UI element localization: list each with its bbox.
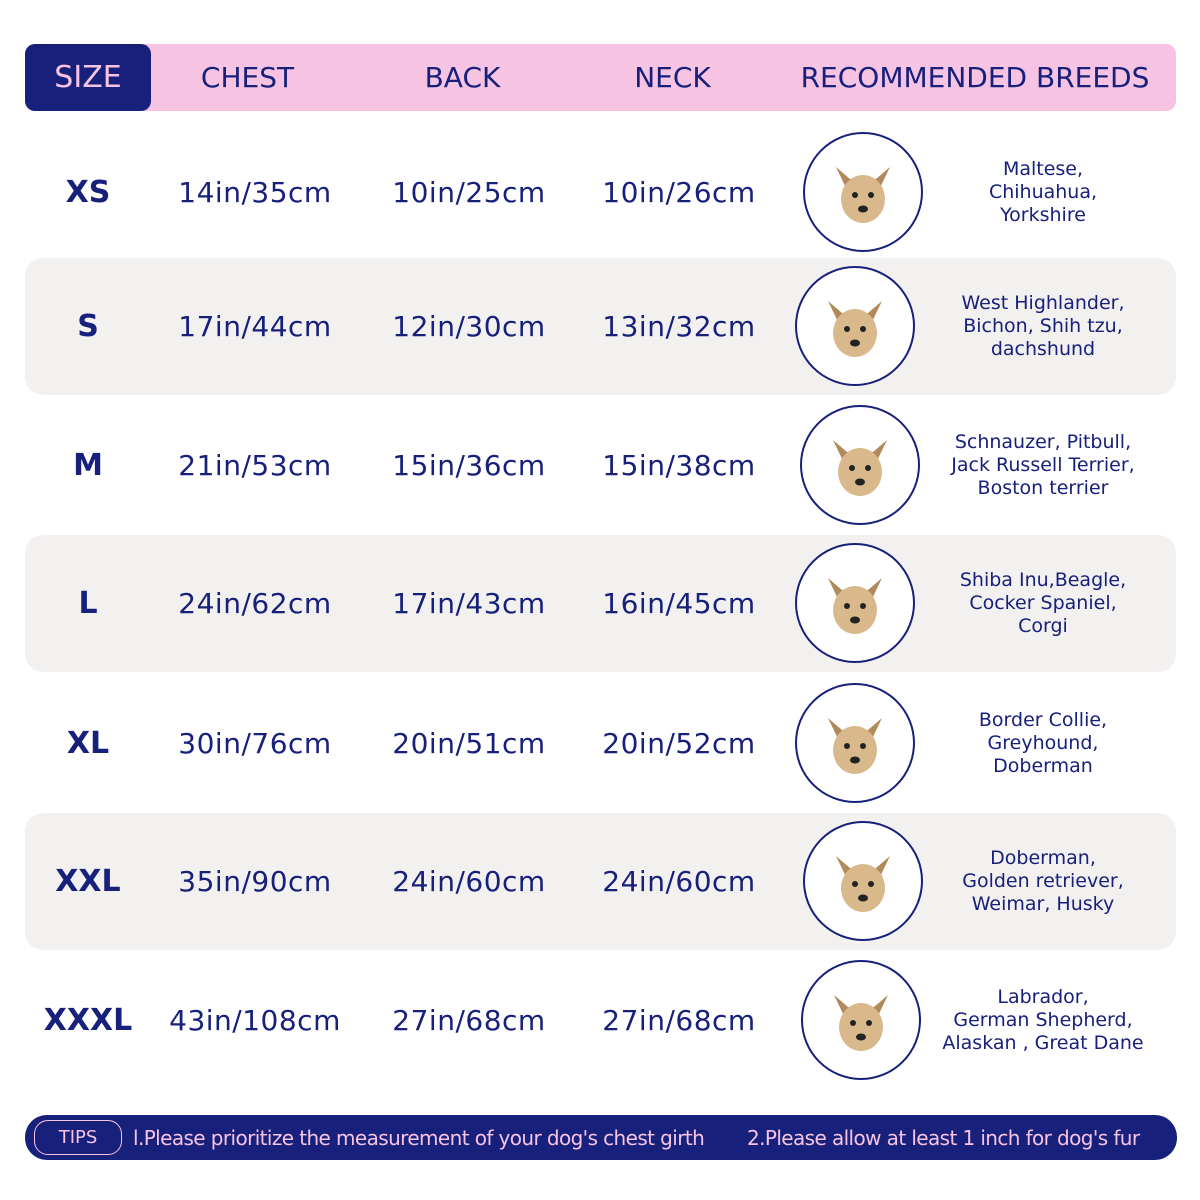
back-value: 10in/25cm — [392, 176, 546, 209]
back-value: 17in/43cm — [392, 587, 546, 620]
size-row-xl: XL 30in/76cm 20in/51cm 20in/52cm Border … — [25, 675, 1176, 812]
recommended-breeds: Border Collie, Greyhound, Doberman — [978, 709, 1108, 777]
size-row-xxxl: XXXL 43in/108cm 27in/68cm 27in/68cm Labr… — [25, 952, 1176, 1089]
recommended-breeds: Maltese, Chihuahua, Yorkshire — [988, 158, 1098, 226]
back-value: 24in/60cm — [392, 865, 546, 898]
chest-value: 43in/108cm — [169, 1004, 341, 1037]
dog-face-icon — [828, 578, 882, 634]
size-label: M — [73, 448, 103, 483]
neck-value: 15in/38cm — [602, 449, 756, 482]
recommended-breeds: Labrador, German Shepherd, Alaskan , Gre… — [942, 986, 1144, 1054]
tips-badge: TIPS — [34, 1120, 122, 1155]
size-label: S — [77, 309, 99, 344]
header-bar: SIZE CHEST BACK NECK RECOMMENDED BREEDS — [25, 44, 1176, 111]
border-collie-photo — [795, 683, 915, 803]
size-label: XS — [65, 175, 111, 210]
tips-bar: TIPS l.Please prioritize the measurement… — [25, 1115, 1177, 1160]
golden-retriever-photo — [803, 821, 923, 941]
size-label: XXL — [55, 864, 121, 899]
neck-value: 24in/60cm — [602, 865, 756, 898]
chest-value: 24in/62cm — [178, 587, 332, 620]
back-value: 12in/30cm — [392, 310, 546, 343]
dog-face-icon — [836, 856, 890, 912]
header-breeds: RECOMMENDED BREEDS — [800, 61, 1150, 94]
great-dane-photo — [801, 960, 921, 1080]
size-row-xs: XS 14in/35cm 10in/25cm 10in/26cm Maltese… — [25, 124, 1176, 261]
size-row-xxl: XXL 35in/90cm 24in/60cm 24in/60cm Doberm… — [25, 813, 1176, 950]
tip-2: 2.Please allow at least 1 inch for dog's… — [747, 1125, 1140, 1150]
size-label: XXXL — [43, 1003, 133, 1038]
recommended-breeds: West Highlander, Bichon, Shih tzu, dachs… — [961, 292, 1125, 360]
back-value: 27in/68cm — [392, 1004, 546, 1037]
dog-face-icon — [836, 167, 890, 223]
neck-value: 16in/45cm — [602, 587, 756, 620]
neck-value: 10in/26cm — [602, 176, 756, 209]
header-neck: NECK — [634, 61, 711, 94]
neck-value: 20in/52cm — [602, 727, 756, 760]
boston-terrier-photo — [800, 405, 920, 525]
chihuahua-photo — [803, 132, 923, 252]
size-row-m: M 21in/53cm 15in/36cm 15in/38cm Schnauze… — [25, 397, 1176, 534]
size-row-l: L 24in/62cm 17in/43cm 16in/45cm Shiba In… — [25, 535, 1176, 672]
chest-value: 30in/76cm — [178, 727, 332, 760]
chest-value: 14in/35cm — [178, 176, 332, 209]
dog-face-icon — [828, 718, 882, 774]
recommended-breeds: Doberman, Golden retriever, Weimar, Husk… — [962, 847, 1124, 915]
size-row-s: S 17in/44cm 12in/30cm 13in/32cm West Hig… — [25, 258, 1176, 395]
tip-1: l.Please prioritize the measurement of y… — [133, 1125, 705, 1150]
dog-face-icon — [828, 301, 882, 357]
size-label: XL — [66, 726, 110, 761]
neck-value: 13in/32cm — [602, 310, 756, 343]
chest-value: 17in/44cm — [178, 310, 332, 343]
chest-value: 21in/53cm — [178, 449, 332, 482]
recommended-breeds: Shiba Inu,Beagle, Cocker Spaniel, Corgi — [959, 569, 1127, 637]
back-value: 15in/36cm — [392, 449, 546, 482]
header-size: SIZE — [25, 44, 151, 111]
size-label: L — [78, 586, 98, 621]
back-value: 20in/51cm — [392, 727, 546, 760]
dog-face-icon — [834, 995, 888, 1051]
chest-value: 35in/90cm — [178, 865, 332, 898]
dog-face-icon — [833, 440, 887, 496]
bichon-photo — [795, 266, 915, 386]
recommended-breeds: Schnauzer, Pitbull, Jack Russell Terrier… — [951, 431, 1135, 499]
beagle-photo — [795, 543, 915, 663]
neck-value: 27in/68cm — [602, 1004, 756, 1037]
header-chest: CHEST — [200, 61, 295, 94]
header-back: BACK — [424, 61, 501, 94]
